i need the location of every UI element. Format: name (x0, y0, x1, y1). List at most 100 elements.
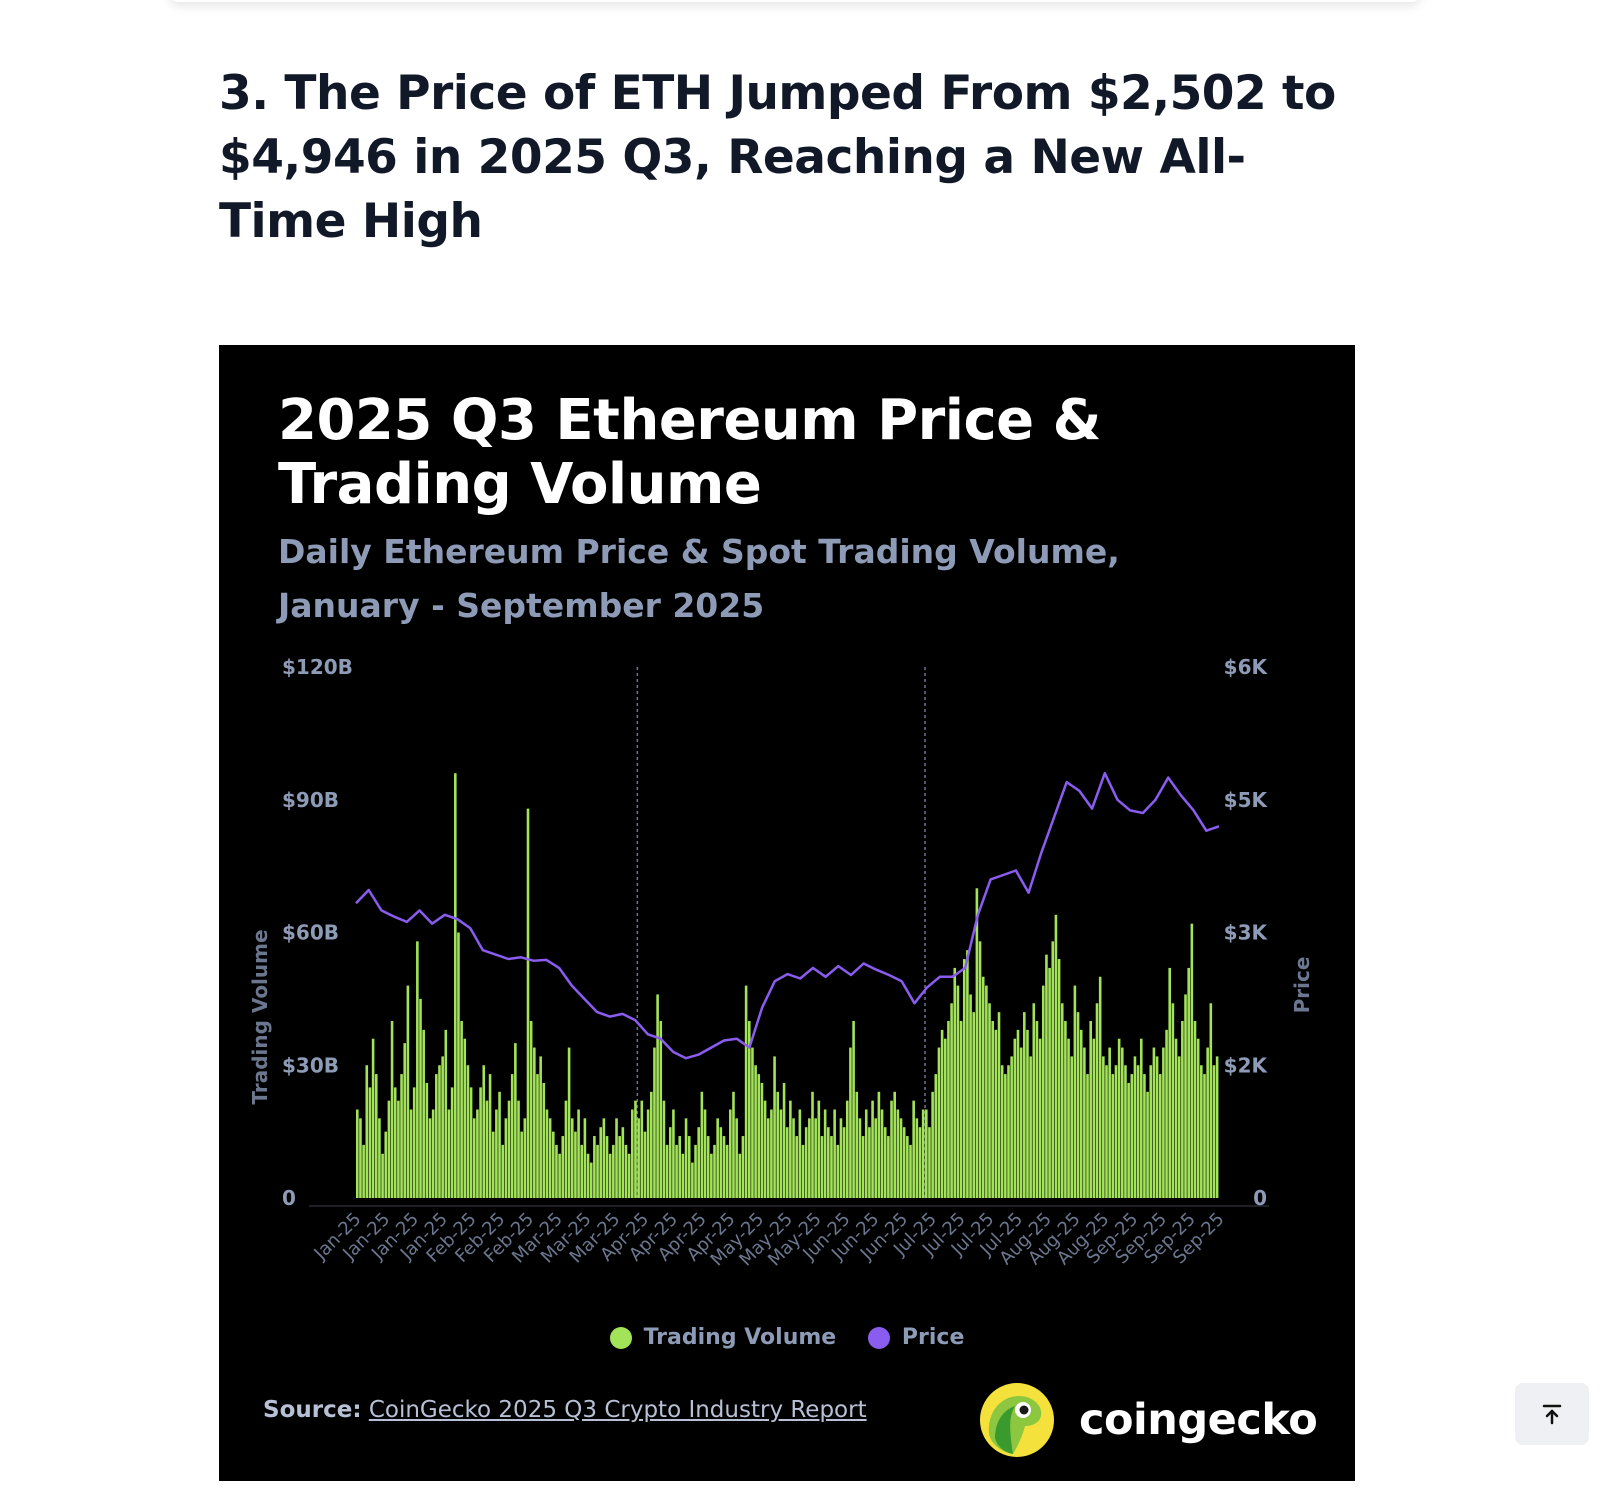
volume-bar (428, 1118, 432, 1198)
volume-bar (624, 1144, 628, 1198)
volume-bar (716, 1118, 719, 1198)
source-label: Source: (263, 1397, 362, 1423)
volume-bar (479, 1087, 482, 1199)
volume-bar (864, 1109, 868, 1198)
legend-volume-label: Trading Volume (643, 1325, 837, 1350)
logo-text: coingecko (1079, 1395, 1318, 1445)
volume-bar (798, 1109, 802, 1198)
volume-bar (814, 1118, 817, 1198)
volume-bar (615, 1118, 618, 1198)
volume-bar (1057, 959, 1061, 1198)
volume-bar (618, 1136, 621, 1198)
volume-bar (691, 1162, 694, 1198)
volume-bar (359, 1118, 362, 1198)
volume-bar (997, 1012, 1001, 1198)
volume-bars (356, 773, 1219, 1199)
volume-bar (1171, 1003, 1175, 1198)
legend-price-label: Price (901, 1325, 965, 1350)
volume-bar (1064, 1021, 1067, 1198)
volume-bar (906, 1136, 909, 1198)
volume-bar (934, 1074, 938, 1198)
volume-bar (943, 1038, 947, 1198)
volume-bar (1067, 1038, 1070, 1198)
volume-bar (1045, 954, 1048, 1199)
volume-bar (583, 1118, 587, 1198)
volume-bar (529, 1021, 533, 1198)
volume-bar (381, 1153, 384, 1198)
volume-bar (668, 1127, 672, 1198)
volume-bar (1038, 1038, 1042, 1198)
volume-bar (1013, 1038, 1017, 1198)
volume-bar (687, 1136, 691, 1198)
volume-bar (722, 1136, 726, 1198)
volume-bar (782, 1082, 786, 1198)
legend-item-price[interactable]: Price (867, 1325, 965, 1350)
volume-bar (662, 1100, 666, 1198)
volume-bar (858, 1118, 862, 1198)
volume-bar (441, 1056, 444, 1198)
volume-bar (966, 950, 969, 1198)
volume-bar (1060, 1003, 1064, 1198)
volume-bar (1114, 1065, 1118, 1198)
volume-bar (773, 1056, 776, 1198)
volume-bar (444, 1029, 448, 1198)
volume-bar (1130, 1074, 1134, 1198)
x-axis-ticks: Jan-25Jan-25Jan-25Jan-25Feb-25Feb-25Feb-… (310, 1209, 1229, 1271)
volume-bar (498, 1091, 501, 1198)
volume-bar (871, 1100, 874, 1198)
volume-bar (880, 1109, 884, 1198)
volume-bar (969, 994, 972, 1198)
legend-price-dot-icon (867, 1326, 890, 1349)
volume-bar (1102, 1056, 1105, 1198)
coingecko-logo[interactable]: coingecko (979, 1380, 1339, 1460)
y-right-tick-label: $2K (1224, 1053, 1269, 1077)
volume-bar (937, 1047, 941, 1198)
volume-bar (1083, 1047, 1086, 1198)
y-axis-left-title: Trading Volume (248, 929, 272, 1104)
y-right-tick-label: $5K (1224, 788, 1269, 812)
volume-bar (1111, 1074, 1115, 1198)
legend-item-volume[interactable]: Trading Volume (609, 1325, 837, 1350)
volume-bar (517, 1100, 520, 1198)
volume-bar (912, 1100, 915, 1198)
volume-bar (959, 1021, 963, 1198)
volume-bar (1095, 1003, 1099, 1198)
volume-bar (403, 1043, 407, 1199)
volume-bar (593, 1136, 596, 1198)
volume-bar (823, 1109, 827, 1198)
volume-bar (1121, 1047, 1124, 1198)
volume-bar (776, 1091, 780, 1198)
volume-bar (849, 1047, 852, 1198)
source-line: Source: CoinGecko 2025 Q3 Crypto Industr… (263, 1397, 867, 1423)
volume-bar (656, 994, 659, 1198)
volume-bar (1146, 1091, 1149, 1198)
volume-bar (362, 1144, 365, 1198)
volume-bar (710, 1153, 713, 1198)
volume-bar (1155, 1056, 1159, 1198)
volume-bar (789, 1100, 792, 1198)
volume-bar (902, 1127, 906, 1198)
volume-bar (1108, 1047, 1111, 1198)
source-link[interactable]: CoinGecko 2025 Q3 Crypto Industry Report (368, 1397, 867, 1423)
chart-subtitle-line1: Daily Ethereum Price & Spot Trading Volu… (278, 532, 1120, 571)
volume-bar (431, 1109, 435, 1198)
volume-bar (539, 1056, 542, 1198)
y-axis-right: 0 $2K $3K $5K $6K (1224, 655, 1269, 1210)
volume-bar (580, 1144, 584, 1198)
volume-bar (845, 1100, 849, 1198)
volume-bar (779, 1109, 783, 1198)
volume-bar (397, 1100, 400, 1198)
volume-bar (1174, 1038, 1178, 1198)
volume-bar (555, 1144, 558, 1198)
volume-bar (450, 1087, 454, 1199)
back-to-top-button[interactable] (1515, 1383, 1589, 1445)
volume-bar (567, 1047, 571, 1198)
volume-bar (706, 1136, 710, 1198)
price-line (355, 771, 1220, 1060)
volume-bar (558, 1153, 561, 1198)
volume-bar (454, 773, 457, 1198)
volume-bar (972, 1012, 976, 1198)
chart-title: 2025 Q3 Ethereum Price & Trading Volume (278, 388, 1101, 517)
volume-bar (1139, 1038, 1143, 1198)
volume-bar (659, 1021, 663, 1198)
